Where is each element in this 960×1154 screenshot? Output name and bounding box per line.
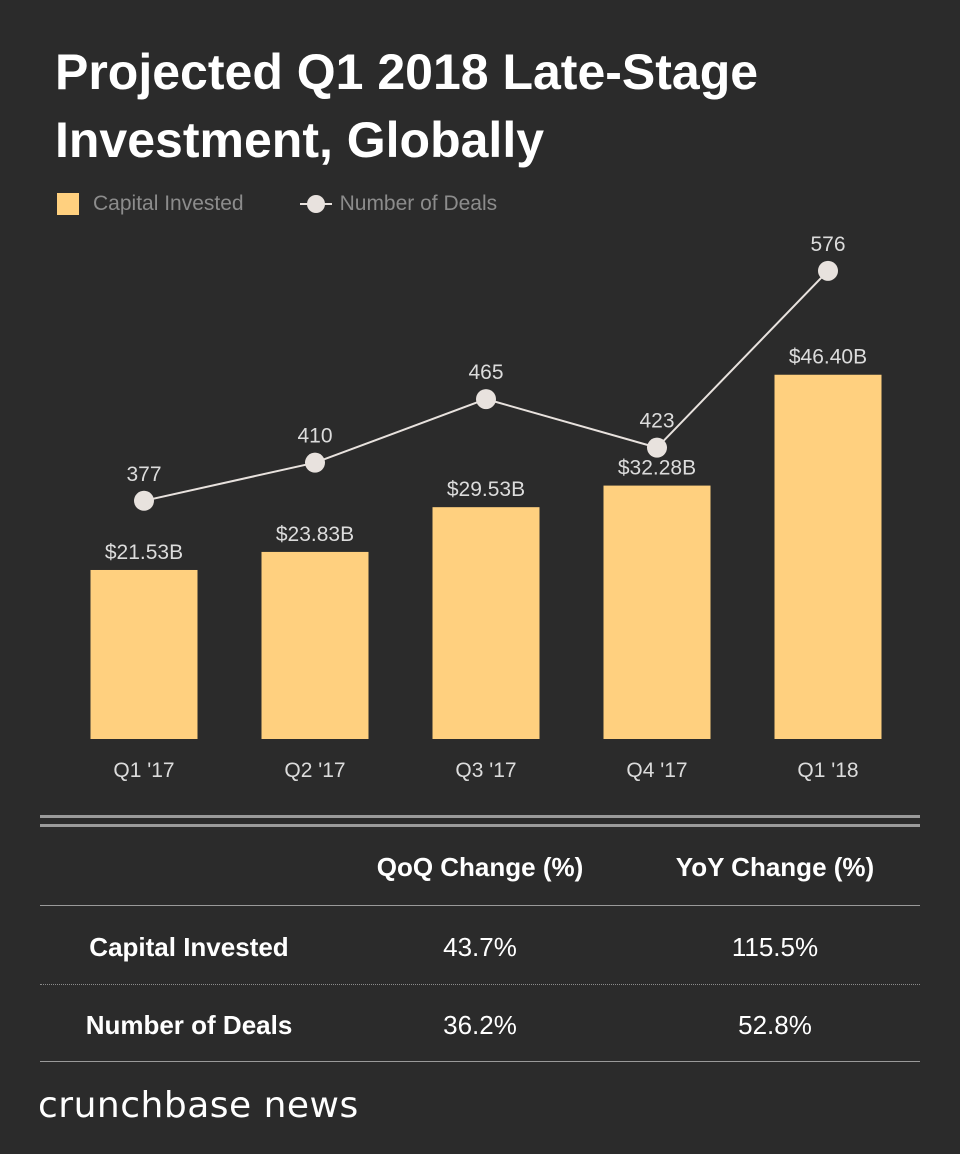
deals-point-0: [134, 490, 154, 511]
divider-top-a: [40, 815, 920, 818]
table-bottom-rule: [40, 1061, 920, 1062]
table-header-row: QoQ Change (%) YoY Change (%): [40, 828, 920, 906]
bar-3: [603, 485, 711, 739]
deals-point-3: [647, 437, 667, 458]
x-tick-label-0: Q1 '17: [113, 759, 174, 782]
legend-item-deals: Number of Deals: [244, 192, 498, 216]
legend-item-capital: Capital Invested: [57, 192, 244, 216]
row-rule-dotted: [40, 984, 920, 985]
x-tick-label-3: Q4 '17: [626, 759, 687, 782]
cell-capital-yoy: 115.5%: [731, 932, 819, 962]
deals-value-label-0: 377: [126, 463, 161, 486]
bar-0: [90, 569, 198, 739]
bar-value-label-3: $32.28B: [618, 457, 696, 480]
chart-title: Projected Q1 2018 Late-Stage Investment,…: [55, 44, 759, 168]
x-tick-label-4: Q1 '18: [797, 759, 858, 782]
brand-logo: crunchbase news: [38, 1085, 359, 1126]
cell-deals-qoq: 36.2%: [443, 1010, 517, 1040]
cell-deals-yoy: 52.8%: [738, 1010, 812, 1040]
deals-value-label-4: 576: [810, 233, 845, 256]
table-row: Capital Invested 43.7% 115.5%: [40, 906, 920, 984]
deals-line: [143, 270, 829, 502]
cell-capital-qoq: 43.7%: [443, 932, 517, 962]
bar-value-label-2: $29.53B: [447, 478, 525, 501]
table-row: Number of Deals 36.2% 52.8%: [40, 984, 920, 1062]
divider-top-b: [40, 824, 920, 827]
legend-line-dot: [306, 195, 325, 213]
deals-point-4: [818, 260, 838, 281]
bar-2: [432, 507, 540, 739]
bar-4: [774, 374, 882, 739]
x-tick-label-2: Q3 '17: [455, 759, 516, 782]
deals-value-label-1: 410: [297, 425, 332, 448]
deals-point-2: [476, 389, 496, 410]
row-label-deals: Number of Deals: [85, 1010, 293, 1040]
bar-value-label-0: $21.53B: [105, 541, 183, 564]
deals-value-label-3: 423: [639, 410, 674, 433]
header-yoy: YoY Change (%): [675, 852, 875, 882]
header-qoq: QoQ Change (%): [376, 852, 584, 882]
deals-value-label-2: 465: [468, 361, 503, 384]
header-rule: [40, 905, 920, 906]
legend-line-marker-icon: [299, 193, 332, 215]
change-table: QoQ Change (%) YoY Change (%) Capital In…: [40, 828, 920, 1062]
combo-chart: $21.53B Q1 '17 $23.83B Q2 '17 $29.53B Q3 '17 $…: [90, 233, 882, 782]
legend: Capital Invested Number of Deals: [57, 190, 497, 218]
legend-bar-swatch: [57, 193, 79, 215]
legend-line-label: Number of Deals: [339, 192, 498, 215]
bar-value-label-4: $46.40B: [789, 346, 867, 369]
bar-1: [261, 551, 369, 739]
row-label-capital: Capital Invested: [89, 932, 289, 962]
deals-point-1: [305, 452, 325, 473]
legend-bar-label: Capital Invested: [93, 192, 244, 215]
x-tick-label-1: Q2 '17: [284, 759, 345, 782]
bar-value-label-1: $23.83B: [276, 523, 354, 546]
